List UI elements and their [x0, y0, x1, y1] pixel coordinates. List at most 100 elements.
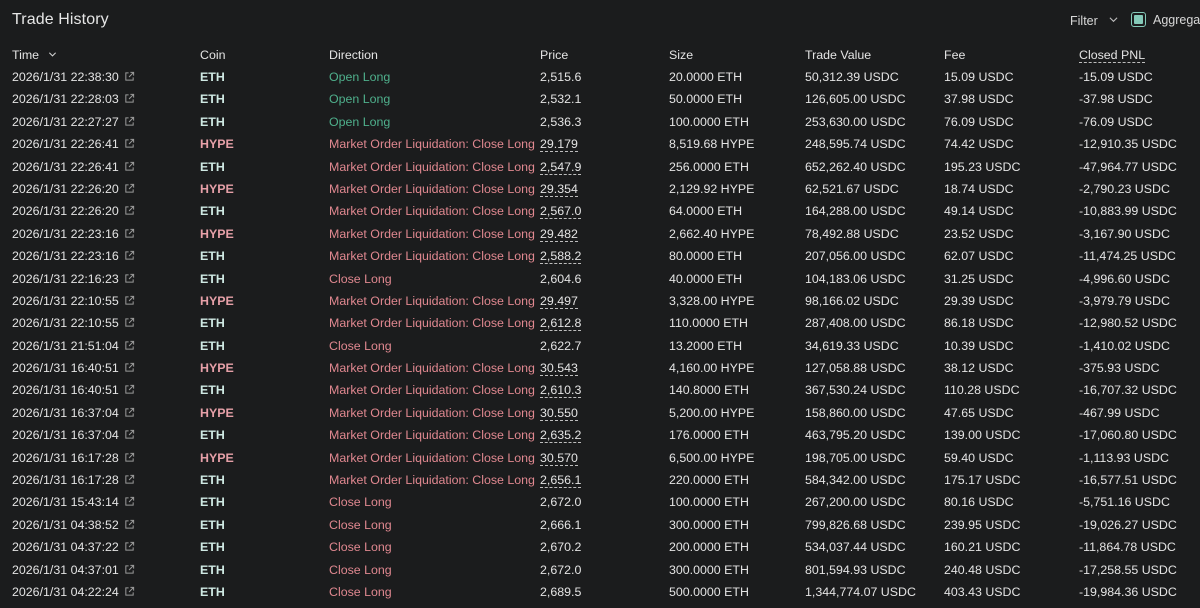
- trade-direction: Open Long: [329, 70, 391, 84]
- trade-value: 198,705.00 USDC: [805, 450, 906, 465]
- external-link-icon[interactable]: [124, 340, 135, 351]
- trade-price: 30.570: [540, 450, 578, 466]
- column-header-coin: Coin: [200, 48, 226, 62]
- table-row: 2026/1/31 22:23:16 ETH Market Order Liquid…: [0, 245, 1200, 267]
- trade-price-text[interactable]: 2,635.2: [540, 428, 582, 444]
- external-link-icon[interactable]: [124, 295, 135, 306]
- trade-coin: ETH: [200, 204, 225, 219]
- external-link-icon[interactable]: [124, 586, 135, 597]
- trade-closed-pnl: -11,864.78 USDC: [1079, 540, 1176, 555]
- external-link-icon[interactable]: [124, 161, 135, 172]
- external-link-icon[interactable]: [124, 452, 135, 463]
- trade-price-text: 2,670.2: [540, 540, 582, 555]
- trade-fee: 139.00 USDC: [944, 428, 1021, 443]
- external-link-icon[interactable]: [124, 205, 135, 216]
- trade-coin: ETH: [200, 316, 225, 331]
- column-header-time[interactable]: Time: [12, 48, 57, 62]
- trade-price-text[interactable]: 2,547.9: [540, 159, 582, 175]
- trade-coin: ETH: [200, 473, 225, 488]
- external-link-icon[interactable]: [124, 541, 135, 552]
- trade-fee: 23.52 USDC: [944, 226, 1014, 241]
- trade-fee: 47.65 USDC: [944, 405, 1014, 420]
- trade-price-text[interactable]: 30.570: [540, 450, 578, 466]
- external-link-icon[interactable]: [124, 362, 135, 373]
- external-link-icon[interactable]: [124, 138, 135, 149]
- table-header: Time Coin Direction Price Size Trade Val…: [0, 44, 1200, 66]
- aggregate-checkbox[interactable]: [1131, 12, 1146, 27]
- trade-price-text[interactable]: 29.179: [540, 137, 578, 153]
- trade-price: 29.482: [540, 226, 578, 242]
- external-link-icon[interactable]: [124, 273, 135, 284]
- trade-price-text: 2,532.1: [540, 92, 582, 107]
- trade-size: 256.0000 ETH: [669, 159, 749, 174]
- trade-value: 799,826.68 USDC: [805, 517, 906, 532]
- trade-time: 2026/1/31 16:37:04: [12, 406, 135, 420]
- external-link-icon[interactable]: [124, 564, 135, 575]
- external-link-icon[interactable]: [124, 71, 135, 82]
- trade-value: 62,521.67 USDC: [805, 181, 899, 196]
- trade-size: 500.0000 ETH: [669, 584, 749, 599]
- external-link-icon[interactable]: [124, 116, 135, 127]
- trade-time: 2026/1/31 04:22:24: [12, 585, 135, 599]
- external-link-icon[interactable]: [124, 429, 135, 440]
- trade-price-text: 2,666.1: [540, 517, 582, 532]
- trade-time: 2026/1/31 22:10:55: [12, 316, 135, 330]
- table-row: 2026/1/31 22:23:16 HYPE Market Order Liqui…: [0, 223, 1200, 245]
- external-link-icon[interactable]: [124, 384, 135, 395]
- trade-value: 367,530.24 USDC: [805, 383, 906, 398]
- trade-fee: 62.07 USDC: [944, 249, 1014, 264]
- trade-fee: 80.16 USDC: [944, 495, 1014, 510]
- trade-price-text[interactable]: 2,612.8: [540, 316, 582, 332]
- trade-direction: Market Order Liquidation: Close Long: [329, 383, 535, 398]
- trade-direction: Market Order Liquidation: Close Long: [329, 316, 535, 331]
- external-link-icon[interactable]: [124, 250, 135, 261]
- trade-price: 29.497: [540, 293, 578, 309]
- external-link-icon[interactable]: [124, 183, 135, 194]
- aggregate-toggle[interactable]: Aggregate: [1131, 12, 1200, 27]
- trade-price-text[interactable]: 2,567.0: [540, 204, 582, 220]
- trade-direction: Close Long: [329, 338, 392, 353]
- external-link-icon[interactable]: [124, 496, 135, 507]
- filter-dropdown[interactable]: Filter: [1070, 14, 1118, 28]
- external-link-icon[interactable]: [124, 317, 135, 328]
- column-header-closed-pnl[interactable]: Closed PNL: [1079, 48, 1146, 63]
- trade-time: 2026/1/31 16:37:04: [12, 428, 135, 442]
- trade-price-text[interactable]: 29.354: [540, 181, 578, 197]
- column-header-fee: Fee: [944, 48, 966, 62]
- trade-price: 2,588.2: [540, 249, 582, 265]
- trade-closed-pnl: -3,979.79 USDC: [1079, 293, 1170, 308]
- trade-size: 40.0000 ETH: [669, 271, 743, 286]
- external-link-icon[interactable]: [124, 228, 135, 239]
- trade-time: 2026/1/31 22:26:20: [12, 204, 135, 218]
- trade-time-text: 2026/1/31 16:37:04: [12, 405, 119, 420]
- external-link-icon[interactable]: [124, 407, 135, 418]
- trade-price-text[interactable]: 29.497: [540, 293, 578, 309]
- trade-closed-pnl: -76.09 USDC: [1079, 114, 1153, 129]
- trade-coin: ETH: [200, 428, 225, 443]
- trade-size: 300.0000 ETH: [669, 562, 749, 577]
- trade-price-text[interactable]: 30.543: [540, 361, 578, 377]
- trade-size: 100.0000 ETH: [669, 114, 749, 129]
- trade-fee: 37.98 USDC: [944, 92, 1014, 107]
- trade-time-text: 2026/1/31 16:40:51: [12, 361, 119, 376]
- trade-coin: ETH: [200, 249, 225, 264]
- trade-price-text[interactable]: 30.550: [540, 405, 578, 421]
- trade-value: 584,342.00 USDC: [805, 473, 906, 488]
- trade-closed-pnl: -12,980.52 USDC: [1079, 316, 1177, 331]
- external-link-icon[interactable]: [124, 93, 135, 104]
- external-link-icon[interactable]: [124, 474, 135, 485]
- trade-value: 253,630.00 USDC: [805, 114, 906, 129]
- external-link-icon[interactable]: [124, 519, 135, 530]
- trade-value: 1,344,774.07 USDC: [805, 584, 916, 599]
- trade-time-text: 2026/1/31 22:28:03: [12, 92, 119, 107]
- trade-price-text[interactable]: 29.482: [540, 226, 578, 242]
- trade-time: 2026/1/31 04:38:52: [12, 518, 135, 532]
- trade-coin: ETH: [200, 70, 225, 84]
- trade-value: 158,860.00 USDC: [805, 405, 906, 420]
- trade-price-text[interactable]: 2,656.1: [540, 473, 582, 489]
- trade-price-text[interactable]: 2,588.2: [540, 249, 582, 265]
- trade-price: 29.354: [540, 181, 578, 197]
- trade-price-text[interactable]: 2,610.3: [540, 383, 582, 399]
- trade-size: 8,519.68 HYPE: [669, 137, 755, 152]
- trade-closed-pnl: -467.99 USDC: [1079, 405, 1160, 420]
